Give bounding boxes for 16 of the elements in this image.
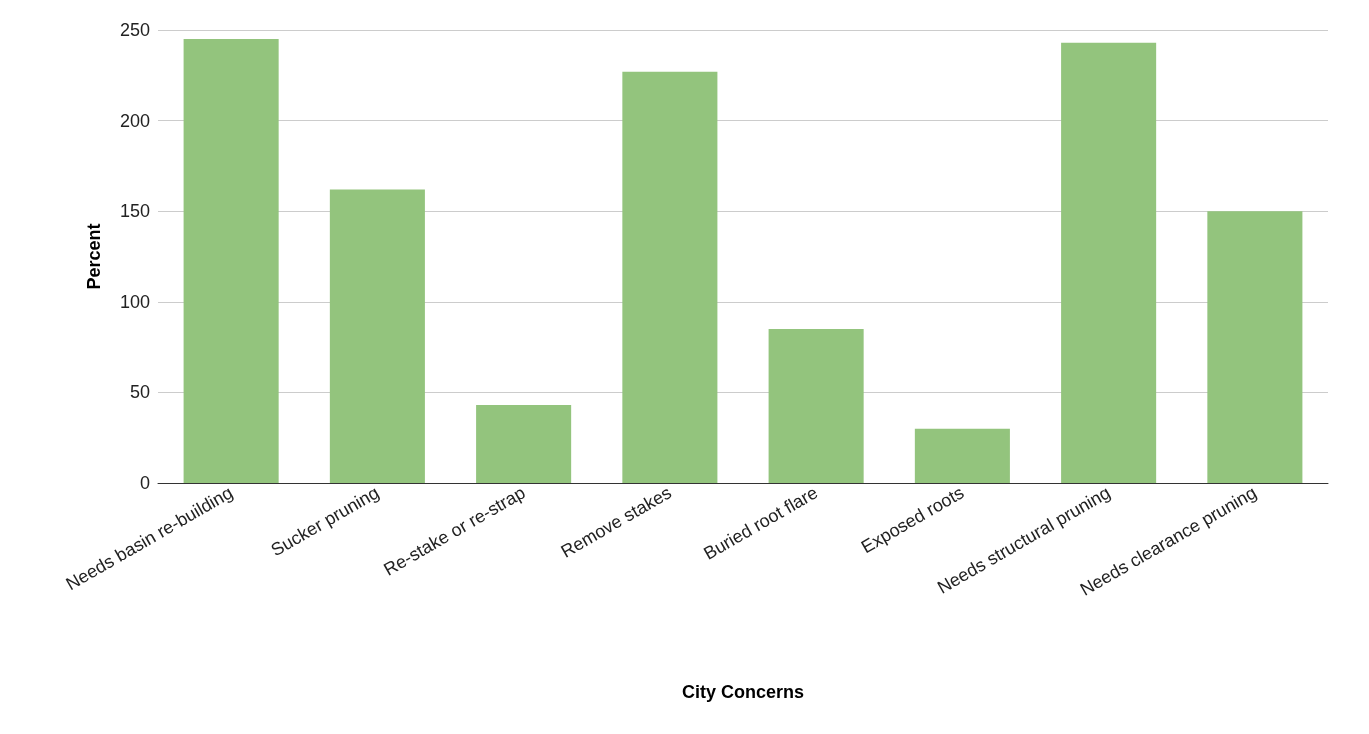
y-tick-label: 250 xyxy=(119,20,150,40)
bar xyxy=(476,405,572,483)
y-tick-label: 0 xyxy=(139,473,150,493)
bar xyxy=(329,189,425,483)
y-axis-title: Percent xyxy=(84,223,104,290)
y-tick-label: 100 xyxy=(119,291,150,312)
bar xyxy=(183,39,279,483)
bar xyxy=(768,328,864,483)
bar xyxy=(1061,42,1157,483)
y-tick-label: 200 xyxy=(119,110,150,131)
bar xyxy=(1207,211,1303,483)
bar xyxy=(914,428,1010,483)
x-axis-title: City Concerns xyxy=(681,682,805,702)
bar xyxy=(622,71,718,483)
y-tick-label: 150 xyxy=(119,201,150,222)
y-tick-label: 50 xyxy=(129,382,150,403)
